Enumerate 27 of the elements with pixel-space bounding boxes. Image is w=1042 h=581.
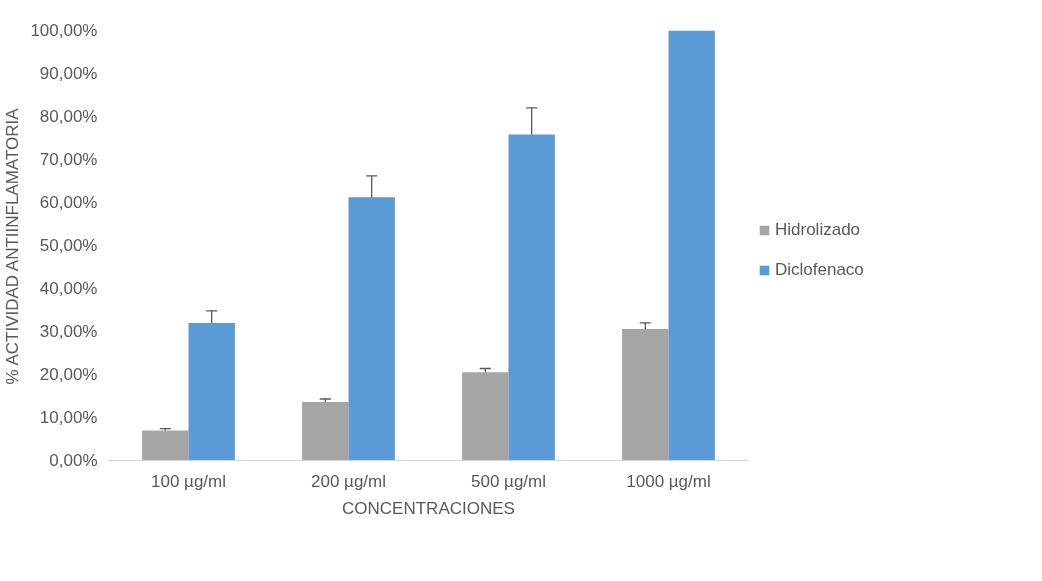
bar [302, 402, 349, 461]
y-tick-label: 70,00% [39, 150, 98, 169]
bar [462, 372, 509, 461]
y-tick-label: 30,00% [39, 322, 98, 341]
bar [348, 197, 395, 461]
legend-label: Hidrolizado [775, 220, 861, 240]
bar [188, 322, 235, 461]
y-tick-label: 100,00% [30, 21, 98, 40]
y-tick-label: 40,00% [39, 279, 98, 298]
y-tick-label: 60,00% [39, 193, 98, 212]
y-tick-label: 90,00% [39, 64, 98, 83]
x-tick-label: 500 µg/ml [471, 471, 546, 491]
x-tick-label: 200 µg/ml [311, 471, 386, 491]
y-tick-label: 50,00% [39, 236, 98, 255]
bar [668, 30, 715, 461]
bar [622, 328, 669, 461]
legend-label: Diclofenaco [775, 260, 864, 280]
y-tick-label: 20,00% [39, 365, 98, 384]
bar [142, 430, 189, 461]
y-tick-label: 0,00% [49, 451, 98, 470]
x-tick-label: 1000 µg/ml [626, 471, 711, 491]
x-tick-label: 100 µg/ml [151, 471, 226, 491]
y-tick-label: 10,00% [39, 408, 98, 427]
y-axis-title: % ACTIVIDAD ANTIINFLAMATORIA [3, 107, 23, 385]
y-tick-label: 80,00% [39, 107, 98, 126]
bar [508, 134, 555, 461]
x-axis-title: CONCENTRACIONES [342, 498, 515, 518]
